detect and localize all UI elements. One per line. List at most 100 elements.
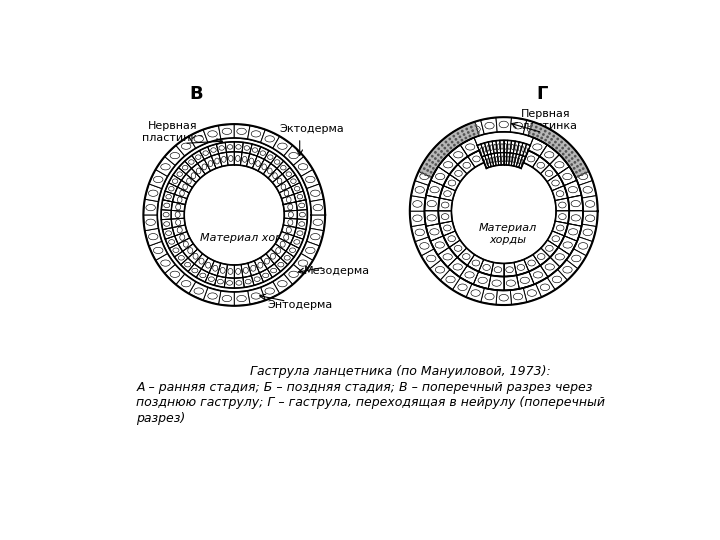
Ellipse shape (478, 277, 487, 284)
Polygon shape (438, 154, 458, 174)
Ellipse shape (472, 260, 480, 266)
Ellipse shape (563, 149, 572, 156)
Circle shape (476, 127, 479, 131)
Polygon shape (173, 152, 296, 265)
Polygon shape (178, 238, 193, 251)
Polygon shape (448, 257, 467, 277)
Ellipse shape (546, 245, 553, 251)
Ellipse shape (520, 277, 529, 284)
Polygon shape (281, 251, 294, 265)
Ellipse shape (534, 272, 543, 278)
Circle shape (437, 159, 440, 163)
Polygon shape (516, 272, 534, 289)
Ellipse shape (578, 173, 588, 180)
Ellipse shape (540, 284, 549, 291)
Polygon shape (217, 263, 228, 278)
Polygon shape (458, 157, 475, 174)
Polygon shape (205, 273, 217, 285)
Polygon shape (276, 180, 291, 193)
Ellipse shape (298, 260, 307, 266)
Ellipse shape (265, 288, 274, 294)
Circle shape (568, 153, 570, 156)
Ellipse shape (297, 194, 302, 199)
Ellipse shape (168, 186, 174, 191)
Ellipse shape (276, 248, 281, 253)
Ellipse shape (228, 268, 233, 274)
Polygon shape (273, 274, 292, 294)
Polygon shape (485, 155, 491, 167)
Polygon shape (579, 224, 596, 241)
Polygon shape (438, 151, 570, 276)
Ellipse shape (552, 276, 562, 283)
Ellipse shape (563, 173, 572, 180)
Polygon shape (496, 290, 511, 305)
Ellipse shape (463, 163, 470, 168)
Polygon shape (250, 144, 261, 156)
Circle shape (444, 147, 446, 150)
Circle shape (574, 155, 577, 158)
Polygon shape (240, 152, 250, 166)
Ellipse shape (153, 247, 163, 254)
Polygon shape (438, 211, 452, 224)
Ellipse shape (199, 273, 206, 278)
Ellipse shape (236, 281, 242, 285)
Circle shape (426, 163, 428, 166)
Ellipse shape (446, 276, 455, 283)
Polygon shape (290, 236, 303, 248)
Polygon shape (143, 215, 158, 231)
Polygon shape (528, 138, 547, 157)
Ellipse shape (294, 240, 300, 244)
Polygon shape (482, 156, 489, 168)
Ellipse shape (222, 157, 226, 163)
Ellipse shape (243, 157, 247, 163)
Circle shape (529, 127, 532, 131)
Polygon shape (145, 228, 162, 246)
Ellipse shape (435, 242, 444, 248)
Ellipse shape (208, 160, 213, 166)
Polygon shape (485, 142, 491, 155)
Circle shape (437, 153, 440, 156)
Polygon shape (183, 244, 197, 258)
Polygon shape (272, 174, 287, 187)
Polygon shape (564, 224, 582, 241)
Ellipse shape (426, 255, 436, 262)
Ellipse shape (454, 152, 463, 158)
Polygon shape (163, 227, 175, 239)
Ellipse shape (430, 186, 439, 193)
Ellipse shape (305, 247, 315, 254)
Ellipse shape (498, 156, 500, 161)
Circle shape (544, 139, 547, 141)
Circle shape (546, 136, 549, 138)
Polygon shape (279, 232, 294, 244)
Ellipse shape (427, 215, 436, 221)
Polygon shape (523, 151, 540, 167)
Ellipse shape (480, 148, 482, 153)
Circle shape (580, 173, 583, 176)
Circle shape (420, 172, 423, 174)
Polygon shape (234, 278, 244, 288)
Ellipse shape (299, 203, 305, 207)
Circle shape (530, 124, 533, 127)
Circle shape (441, 144, 444, 147)
Polygon shape (294, 191, 306, 202)
Circle shape (425, 132, 582, 290)
Ellipse shape (265, 136, 274, 142)
Polygon shape (267, 264, 281, 278)
Polygon shape (185, 156, 197, 168)
Ellipse shape (537, 163, 544, 168)
Polygon shape (449, 240, 467, 257)
Ellipse shape (511, 144, 514, 150)
Polygon shape (301, 170, 320, 188)
Ellipse shape (146, 205, 156, 211)
Ellipse shape (517, 265, 525, 271)
Polygon shape (202, 258, 215, 273)
Circle shape (567, 147, 570, 150)
Polygon shape (284, 145, 304, 165)
Ellipse shape (471, 126, 480, 132)
Polygon shape (227, 152, 234, 165)
Ellipse shape (545, 171, 553, 177)
Ellipse shape (222, 295, 232, 302)
Circle shape (552, 135, 555, 138)
Circle shape (552, 144, 554, 146)
Ellipse shape (197, 168, 201, 174)
